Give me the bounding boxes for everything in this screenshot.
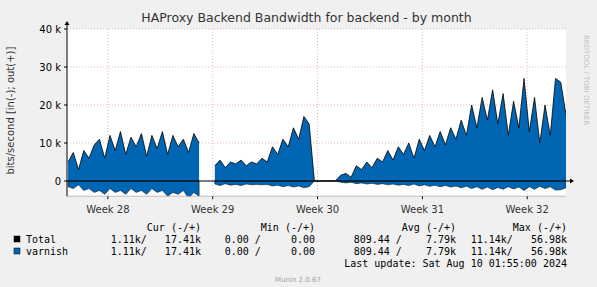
munin-version: Munin 2.0.67 bbox=[275, 276, 321, 284]
legend-stat: 0.00 / 0.00 bbox=[225, 246, 315, 257]
x-grid-line bbox=[317, 29, 318, 196]
x-tick bbox=[422, 196, 423, 199]
x-tick bbox=[317, 196, 318, 199]
legend-label: Total bbox=[26, 234, 56, 245]
chart: HAProxy Backend Bandwidth for backend - … bbox=[0, 0, 597, 287]
legend-header: Max (-/+) bbox=[513, 222, 567, 233]
legend-stat: 11.14k/ 56.98k bbox=[471, 246, 567, 257]
y-tick-label: 20 k bbox=[39, 100, 61, 111]
y-grid-line bbox=[67, 29, 566, 30]
y-grid-line bbox=[67, 67, 566, 68]
watermark: RRDTOOL / TOBI OETIKER bbox=[582, 35, 590, 125]
legend-stat: 0.00 / 0.00 bbox=[225, 234, 315, 245]
plot-area bbox=[67, 29, 566, 196]
area-out bbox=[68, 78, 566, 181]
x-tick-label: Week 32 bbox=[506, 204, 549, 215]
legend-stat: 809.44 / 7.79k bbox=[354, 234, 456, 245]
x-tick-label: Week 29 bbox=[191, 204, 234, 215]
last-update: Last update: Sat Aug 10 01:55:00 2024 bbox=[344, 258, 567, 269]
legend-stat: 11.14k/ 56.98k bbox=[471, 234, 567, 245]
legend-header: Avg (-/+) bbox=[402, 222, 456, 233]
area-in bbox=[68, 181, 566, 196]
x-tick-label: Week 30 bbox=[296, 204, 339, 215]
y-tick-label: 0 bbox=[55, 176, 61, 187]
legend-header: Cur (-/+) bbox=[147, 222, 201, 233]
y-axis-line bbox=[67, 25, 68, 196]
grid bbox=[67, 29, 566, 196]
y-axis-arrow bbox=[65, 21, 70, 25]
line-total bbox=[68, 78, 566, 181]
x-axis-line bbox=[67, 181, 570, 182]
legend-stat: 1.11k/ 17.41k bbox=[111, 246, 201, 257]
x-tick bbox=[527, 196, 528, 199]
title: HAProxy Backend Bandwidth for backend - … bbox=[141, 10, 471, 25]
y-tick-label: 30 k bbox=[39, 62, 61, 73]
marks bbox=[68, 78, 566, 196]
x-range-line bbox=[67, 196, 566, 197]
x-grid-line bbox=[212, 29, 213, 196]
legend-swatch bbox=[14, 248, 20, 254]
y-tick-label: 10 k bbox=[39, 138, 61, 149]
legend-label: varnish bbox=[26, 246, 68, 257]
legend-swatch bbox=[14, 236, 20, 242]
x-tick bbox=[107, 196, 108, 199]
x-axis-arrow bbox=[570, 179, 574, 184]
background bbox=[0, 0, 597, 287]
x-tick bbox=[212, 196, 213, 199]
legend-stat: 1.11k/ 17.41k bbox=[111, 234, 201, 245]
legend-header: Min (-/+) bbox=[261, 222, 315, 233]
legend-stat: 809.44 / 7.79k bbox=[354, 246, 456, 257]
x-tick-label: Week 31 bbox=[401, 204, 444, 215]
y-axis-label: bits/second [in(-); out(+)] bbox=[5, 47, 16, 175]
x-tick-label: Week 28 bbox=[86, 204, 129, 215]
y-tick-label: 40 k bbox=[39, 24, 61, 35]
